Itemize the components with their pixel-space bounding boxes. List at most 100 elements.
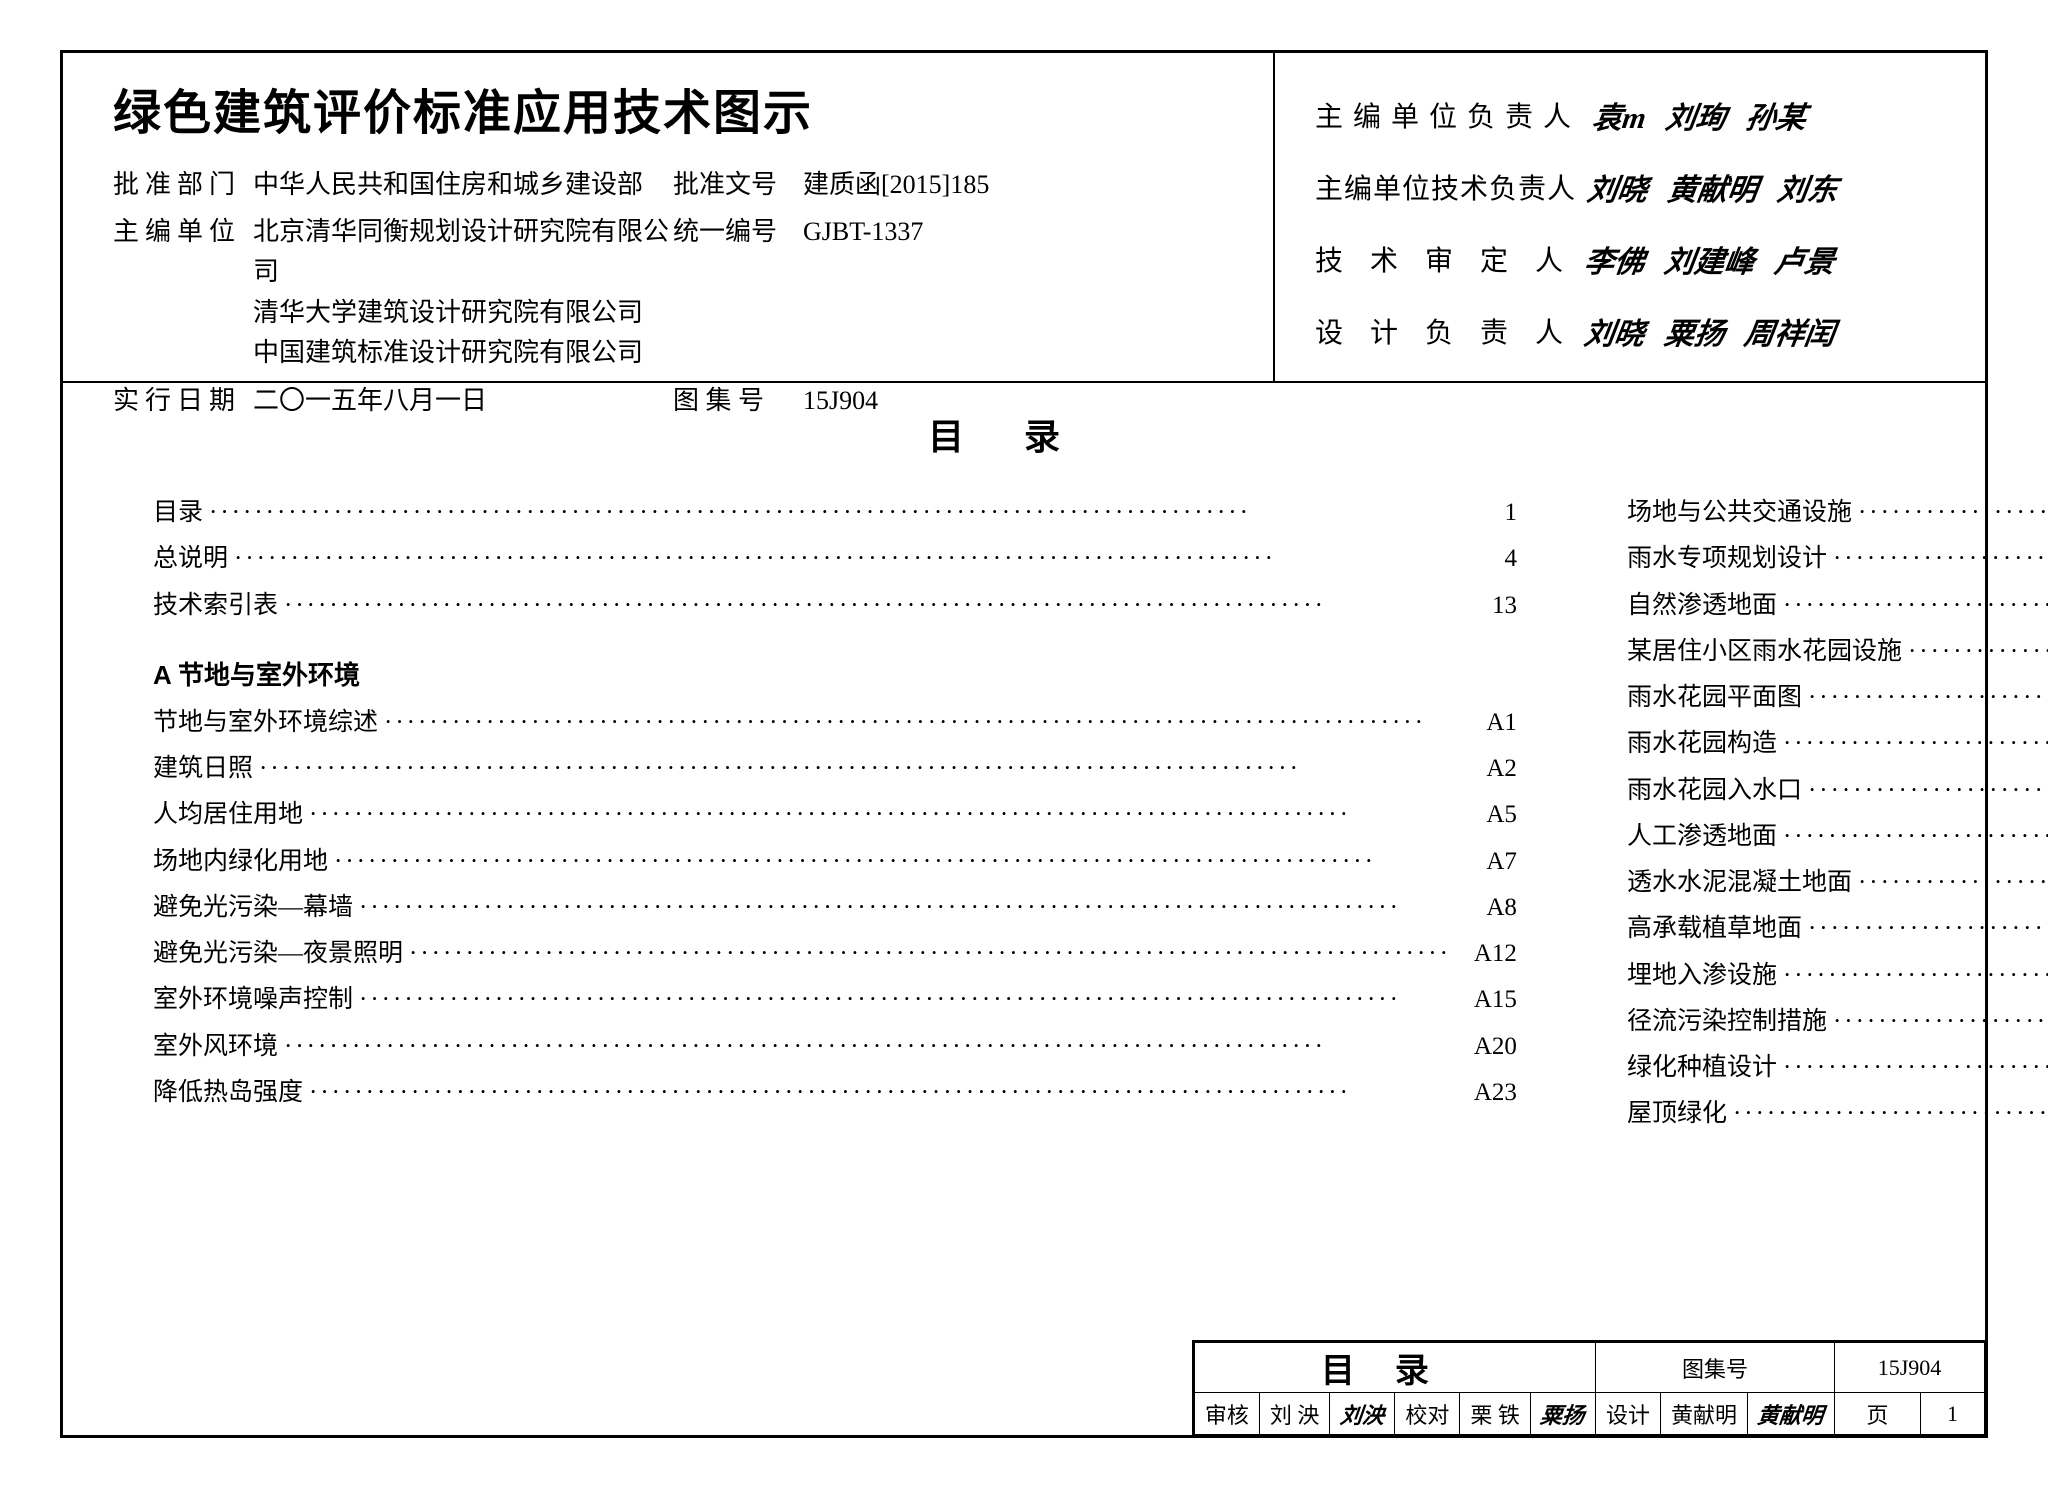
- toc-entry-label: 某居住小区雨水花园设施: [1627, 629, 1902, 675]
- toc-entry: 避免光污染—夜景照明 A12: [153, 931, 1517, 977]
- toc-entry: 避免光污染—幕墙 A8: [153, 885, 1517, 931]
- toc-dots: [309, 792, 1451, 838]
- toc-entry: 人工渗透地面 A36: [1627, 814, 2048, 860]
- signature-row: 技 术 审 定 人 李佛刘建峰卢景: [1315, 237, 1955, 281]
- toc-dots: [209, 490, 1451, 536]
- toc-dots: [1808, 906, 2048, 952]
- signature: 孙某: [1743, 93, 1809, 137]
- toc-entry-label: 目录: [153, 490, 203, 536]
- signature-label: 主编单位技术负责人: [1315, 167, 1576, 207]
- drawing-frame: 绿色建筑评价标准应用技术图示 批准部门 中华人民共和国住房和城乡建设部 批准文号…: [60, 50, 1988, 1438]
- signature-label: 设 计 负 责 人: [1315, 311, 1573, 351]
- toc-columns: 目录 1 总说明 4 技术索引表 13 A 节地与室外环境 节地与室外环境综述 …: [153, 490, 1895, 1138]
- toc-dots: [409, 931, 1451, 977]
- toc-entry-page: A1: [1457, 700, 1517, 746]
- toc-entry: 室外风环境 A20: [153, 1024, 1517, 1070]
- doc-no: 建质函[2015]185: [803, 165, 1063, 204]
- toc-entry-label: 人工渗透地面: [1627, 814, 1777, 860]
- signature: 袁m: [1590, 93, 1650, 137]
- toc-entry-page: A5: [1457, 792, 1517, 838]
- tb-review-name: 刘 泱: [1259, 1393, 1330, 1435]
- tb-atlas: 15J904: [1835, 1343, 1985, 1393]
- approve-dept: 中华人民共和国住房和城乡建设部: [253, 165, 673, 204]
- header-left: 绿色建筑评价标准应用技术图示 批准部门 中华人民共和国住房和城乡建设部 批准文号…: [63, 53, 1275, 381]
- toc-entry-page: A23: [1457, 1070, 1517, 1116]
- tb-page-label: 页: [1835, 1393, 1921, 1435]
- signature-area: 袁m刘珣孙某: [1590, 93, 1958, 137]
- toc-dots: [1833, 999, 2048, 1045]
- signature-area: 刘晓粟扬周祥闰: [1582, 309, 1958, 353]
- toc-dots: [334, 839, 1451, 885]
- toc-entry-label: 室外环境噪声控制: [153, 977, 353, 1023]
- toc-dots: [1783, 953, 2048, 999]
- toc-entry: 自然渗透地面 A28: [1627, 583, 2048, 629]
- toc-dots: [309, 1070, 1451, 1116]
- signature: 刘晓: [1585, 165, 1651, 209]
- toc-block: 目录 目录 1 总说明 4 技术索引表 13 A 节地与室外环境 节地与室外环境…: [63, 383, 1985, 1148]
- toc-entry-label: 场地与公共交通设施: [1627, 490, 1852, 536]
- toc-entry-label: 避免光污染—夜景照明: [153, 931, 403, 977]
- toc-entry: 目录 1: [153, 490, 1517, 536]
- signature-area: 刘晓黄献明刘东: [1585, 165, 1958, 209]
- doc-no-label: 批准文号: [673, 165, 803, 204]
- toc-left-column: 目录 1 总说明 4 技术索引表 13 A 节地与室外环境 节地与室外环境综述 …: [153, 490, 1517, 1138]
- signature-label: 主编单位负责人: [1315, 95, 1581, 135]
- signature: 黄献明: [1665, 165, 1761, 209]
- toc-entry-label: 技术索引表: [153, 583, 278, 629]
- toc-entry-page: A20: [1457, 1024, 1517, 1070]
- tb-atlas-label: 图集号: [1595, 1343, 1834, 1393]
- unicode-value: GJBT-1337: [803, 212, 1063, 251]
- toc-entry-label: 人均居住用地: [153, 792, 303, 838]
- signature: 刘建峰: [1662, 237, 1758, 281]
- toc-entry: 人均居住用地 A5: [153, 792, 1517, 838]
- title-block: 目录 图集号 15J904 审核 刘 泱 刘泱 校对 栗 铁 粟扬 设计 黄献明…: [1192, 1340, 1987, 1437]
- toc-entry-label: 节地与室外环境综述: [153, 700, 378, 746]
- tb-design-sig: 黄献明: [1745, 1393, 1836, 1435]
- toc-dots: [1808, 768, 2048, 814]
- tb-review-sig: 刘泱: [1328, 1393, 1397, 1435]
- atlas-label: 图 集 号: [673, 381, 803, 420]
- editor-unit-line: 清华大学建筑设计研究院有限公司: [253, 293, 673, 333]
- unicode-label: 统一编号: [673, 212, 803, 251]
- tb-design-label: 设计: [1595, 1393, 1660, 1435]
- signature: 卢景: [1772, 237, 1838, 281]
- signature-area: 李佛刘建峰卢景: [1582, 237, 1958, 281]
- toc-dots: [1858, 860, 2048, 906]
- toc-entry: 埋地入渗设施 A39: [1627, 953, 2048, 999]
- signature-row: 主编单位技术负责人 刘晓黄献明刘东: [1315, 165, 1955, 209]
- signature-row: 主编单位负责人 袁m刘珣孙某: [1315, 93, 1955, 137]
- toc-entry: 雨水花园构造 A33: [1627, 721, 2048, 767]
- effective-date: 二〇一五年八月一日: [253, 381, 673, 420]
- signature: 周祥闰: [1742, 309, 1838, 353]
- titleblock-title: 目录: [1194, 1343, 1595, 1393]
- toc-entry: 径流污染控制措施 A41: [1627, 999, 2048, 1045]
- signature: 刘晓: [1582, 309, 1648, 353]
- toc-entry: 场地与公共交通设施 A25: [1627, 490, 2048, 536]
- toc-entry-page: A12: [1457, 931, 1517, 977]
- editor-units: 北京清华同衡规划设计研究院有限公司清华大学建筑设计研究院有限公司中国建筑标准设计…: [253, 212, 673, 373]
- toc-entry-label: 室外风环境: [153, 1024, 278, 1070]
- toc-dots: [1783, 1045, 2048, 1091]
- toc-entry: 节地与室外环境综述 A1: [153, 700, 1517, 746]
- effective-label: 实行日期: [113, 381, 253, 420]
- editor-label: 主编单位: [113, 212, 253, 251]
- tb-check-sig: 粟扬: [1528, 1393, 1597, 1435]
- info-grid: 批准部门 中华人民共和国住房和城乡建设部 批准文号 建质函[2015]185 主…: [113, 165, 1243, 420]
- toc-entry: 总说明 4: [153, 536, 1517, 582]
- signature-label: 技 术 审 定 人: [1315, 239, 1573, 279]
- signature: 粟扬: [1662, 309, 1728, 353]
- toc-entry-page: A8: [1457, 885, 1517, 931]
- tb-design-name: 黄献明: [1660, 1393, 1747, 1435]
- toc-dots: [284, 583, 1451, 629]
- toc-entry: 建筑日照 A2: [153, 746, 1517, 792]
- toc-entry: 技术索引表 13: [153, 583, 1517, 629]
- document-title: 绿色建筑评价标准应用技术图示: [113, 73, 1243, 143]
- toc-entry-label: 雨水花园平面图: [1627, 675, 1802, 721]
- toc-entry-label: 雨水花园构造: [1627, 721, 1777, 767]
- toc-dots: [1733, 1091, 2048, 1137]
- tb-page: 1: [1921, 1393, 1985, 1435]
- toc-entry-label: 降低热岛强度: [153, 1070, 303, 1116]
- toc-entry-page: 1: [1457, 490, 1517, 536]
- toc-entry-label: 建筑日照: [153, 746, 253, 792]
- toc-entry: 屋顶绿化 A43: [1627, 1091, 2048, 1137]
